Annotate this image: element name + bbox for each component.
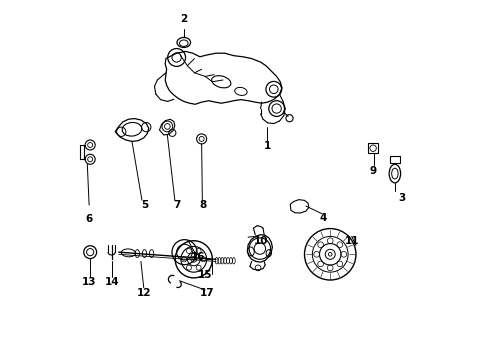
- Text: 4: 4: [319, 212, 326, 222]
- Text: 14: 14: [105, 277, 120, 287]
- Text: 17: 17: [199, 288, 214, 297]
- Text: 3: 3: [397, 193, 405, 203]
- Text: 12: 12: [137, 288, 151, 297]
- Text: 5: 5: [141, 200, 148, 210]
- Text: 6: 6: [85, 214, 93, 224]
- Text: 1: 1: [264, 141, 271, 151]
- Text: 10: 10: [253, 236, 267, 246]
- Text: 7: 7: [173, 200, 180, 210]
- Text: 8: 8: [200, 200, 206, 210]
- Text: 16: 16: [190, 252, 205, 262]
- Text: 9: 9: [369, 166, 376, 176]
- Text: 2: 2: [180, 14, 187, 24]
- Text: 11: 11: [344, 236, 358, 246]
- Text: 15: 15: [198, 270, 212, 280]
- Text: 13: 13: [81, 277, 96, 287]
